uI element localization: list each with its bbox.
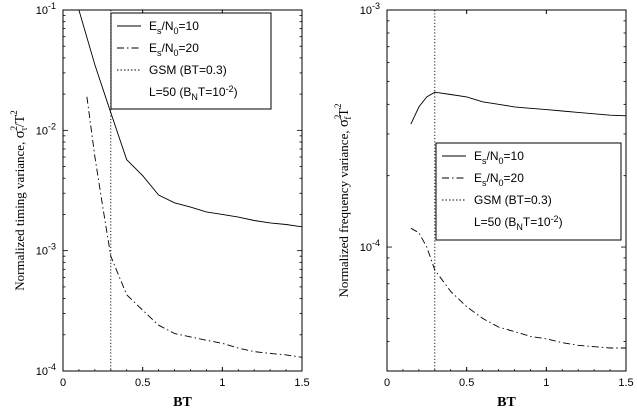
x-tick-label: 0 [384, 377, 390, 389]
series-line-es-n0-10 [78, 10, 302, 228]
legend-entry: L=50 (BNT=10-2) [149, 84, 238, 102]
legend-entry: Es/N0=20 [474, 171, 524, 188]
series-line-es-n0-10 [410, 91, 626, 125]
x-tick-label: 0 [60, 377, 66, 389]
legend-box [110, 12, 272, 110]
legend-entry: GSM (BT=0.3) [474, 193, 552, 207]
series-line-es-n0-20 [410, 227, 626, 349]
y-tick-label: 10-3 [36, 242, 56, 258]
y-tick-label: 10-1 [36, 1, 56, 17]
x-tick-label: 1.5 [618, 377, 633, 389]
legend-entry: L=50 (BNT=10-2) [474, 214, 563, 232]
legend-entry: Es/N0=20 [149, 41, 199, 58]
x-axis-label: BT [497, 395, 516, 410]
plot-frame [62, 9, 303, 372]
legend-entry: GSM (BT=0.3) [149, 63, 227, 77]
x-tick-label: 1 [219, 377, 225, 389]
frequency-variance-chart: 0 0.5 1 1.5 10-4 10-3 BT Normalized frequency v… [333, 1, 634, 410]
legend: Es/N0=10 Es/N0=20 GSM (BT=0.3) L=50 (BNT=10… [435, 142, 622, 241]
y-tick-label: 10-4 [360, 238, 380, 254]
x-axis-label: BT [173, 395, 192, 410]
legend-entry: Es/N0=10 [474, 149, 524, 166]
timing-variance-chart: 0 0.5 1 1.5 10-4 10-3 10-2 10-1 BT Normalized tim… [9, 1, 310, 410]
x-tick-label: 0.5 [135, 377, 150, 389]
legend-box [435, 142, 622, 241]
y-axis-label: Normalized frequency variance, σ2fT2 [333, 103, 353, 297]
x-tick-label: 1 [543, 377, 549, 389]
plot-frame [386, 9, 627, 372]
y-axis-label: Normalized timing variance, σ2τ/T2 [9, 110, 29, 291]
x-tick-label: 0.5 [459, 377, 474, 389]
series-line-es-n0-20 [86, 96, 302, 358]
y-tick-label: 10-2 [36, 121, 56, 137]
legend-entry: Es/N0=10 [149, 19, 199, 36]
x-tick-label: 1.5 [294, 377, 309, 389]
y-tick-label: 10-4 [36, 362, 56, 378]
legend: Es/N0=10 Es/N0=20 GSM (BT=0.3) L=50 (BNT=10… [110, 12, 272, 110]
y-tick-label: 10-3 [360, 1, 380, 17]
